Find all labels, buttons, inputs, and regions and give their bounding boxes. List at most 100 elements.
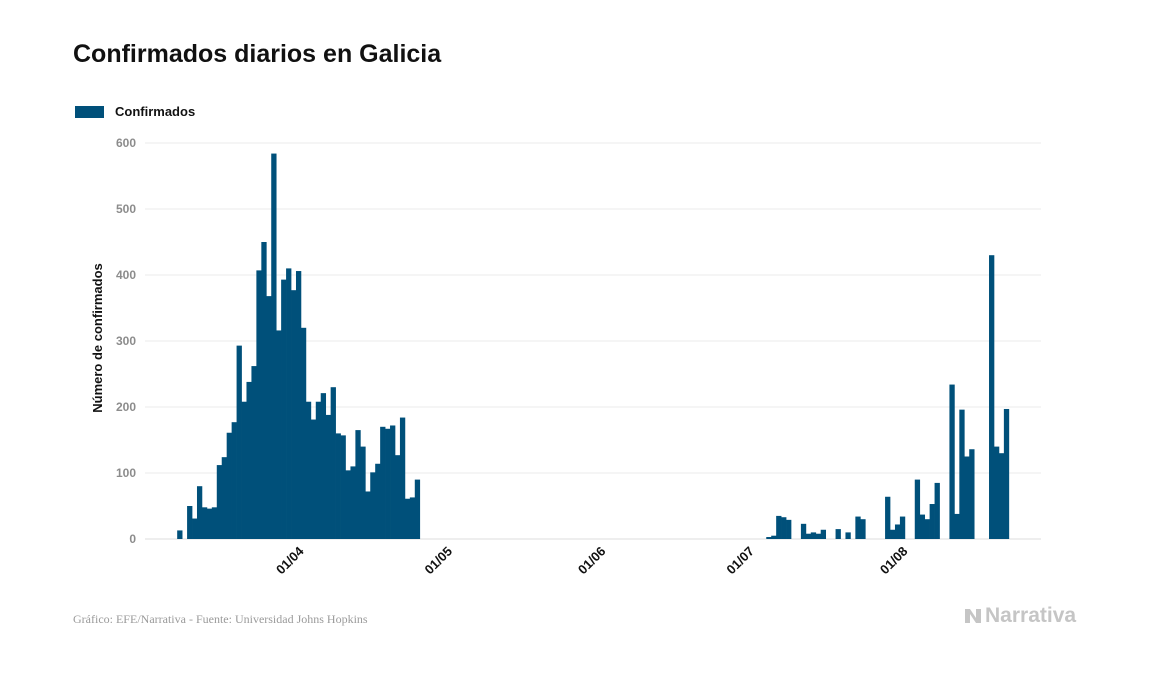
bar (776, 515, 782, 539)
bar (187, 506, 193, 539)
bar (954, 513, 960, 539)
bar (934, 482, 940, 539)
bar (390, 425, 396, 539)
bar (1003, 408, 1010, 539)
bar (385, 428, 391, 539)
bar (291, 290, 297, 539)
bar (286, 268, 292, 539)
bar (177, 530, 183, 539)
bar (340, 435, 346, 539)
bar (201, 507, 208, 539)
y-tick-label: 600 (116, 136, 136, 150)
bar (236, 345, 242, 539)
bar (899, 516, 906, 539)
y-tick-label: 400 (116, 268, 136, 282)
narrativa-logo-icon (965, 609, 981, 623)
y-tick-label: 0 (129, 532, 136, 546)
bar (860, 519, 866, 539)
bar (894, 524, 901, 539)
bar (786, 519, 792, 539)
bar (409, 497, 416, 539)
bar (365, 491, 371, 539)
bar (350, 466, 356, 539)
x-tick-label: 01/06 (575, 544, 609, 578)
bar (211, 507, 218, 539)
bar (771, 535, 777, 539)
bar (256, 270, 262, 539)
bar (993, 446, 1000, 539)
bar (335, 433, 341, 539)
bar (261, 242, 267, 539)
bar (394, 455, 401, 539)
x-tick-labels: 01/04 01/05 01/06 01/07 01/08 (273, 543, 911, 577)
bar (375, 463, 381, 539)
bar (855, 516, 861, 539)
bar (281, 279, 287, 539)
bar (266, 296, 272, 539)
legend-swatch (75, 105, 104, 118)
bar (815, 533, 822, 539)
bar (766, 537, 772, 539)
bar (781, 517, 787, 539)
x-tick-label: 01/04 (273, 543, 307, 577)
bar (964, 456, 970, 539)
bar (216, 465, 223, 539)
bar (914, 479, 921, 539)
bar (949, 384, 955, 539)
bar (315, 401, 322, 539)
x-tick-label: 01/08 (877, 544, 911, 578)
y-tick-label: 500 (116, 202, 136, 216)
bar (404, 498, 411, 539)
bar (330, 387, 336, 539)
bar (192, 518, 198, 539)
legend-label: Confirmados (115, 104, 196, 119)
bar (231, 422, 237, 539)
bar (969, 449, 975, 539)
brand-name: Narrativa (985, 604, 1077, 627)
bar (845, 532, 851, 539)
legend: Confirmados (75, 104, 195, 119)
x-tick-label: 01/05 (422, 544, 456, 578)
bars (177, 153, 1010, 539)
bar (399, 417, 406, 539)
bar (919, 514, 926, 539)
bar (885, 496, 891, 539)
bar (226, 432, 232, 539)
y-tick-label: 300 (116, 334, 136, 348)
bar (800, 523, 807, 539)
bar (251, 366, 257, 539)
x-tick-label: 01/07 (723, 544, 757, 578)
bar (310, 419, 317, 539)
bar (835, 529, 841, 539)
bar (320, 393, 327, 539)
bar (959, 409, 965, 539)
bar (890, 529, 896, 539)
bar (276, 330, 282, 539)
bar (998, 453, 1005, 539)
source-note: Gráfico: EFE/Narrativa - Fuente: Univers… (73, 612, 368, 626)
bar (246, 381, 252, 539)
y-tick-labels: 0 100 200 300 400 500 600 (116, 136, 136, 546)
bar (196, 486, 203, 539)
bar (370, 472, 376, 539)
bar (305, 401, 312, 539)
bar (820, 529, 827, 539)
bar (380, 426, 386, 539)
bar (924, 519, 930, 539)
y-tick-label: 100 (116, 466, 136, 480)
bar (345, 470, 351, 539)
bar (414, 479, 421, 539)
bar (810, 532, 817, 539)
bar (206, 508, 213, 539)
bar (271, 153, 277, 539)
y-axis-label: Número de confirmados (90, 263, 105, 413)
brand-logo: Narrativa (963, 604, 1076, 628)
bar (805, 533, 812, 539)
bar (300, 327, 307, 539)
bar (355, 430, 361, 539)
bar (221, 457, 228, 539)
bar (929, 504, 935, 539)
bar (241, 401, 247, 539)
bar (295, 271, 302, 539)
